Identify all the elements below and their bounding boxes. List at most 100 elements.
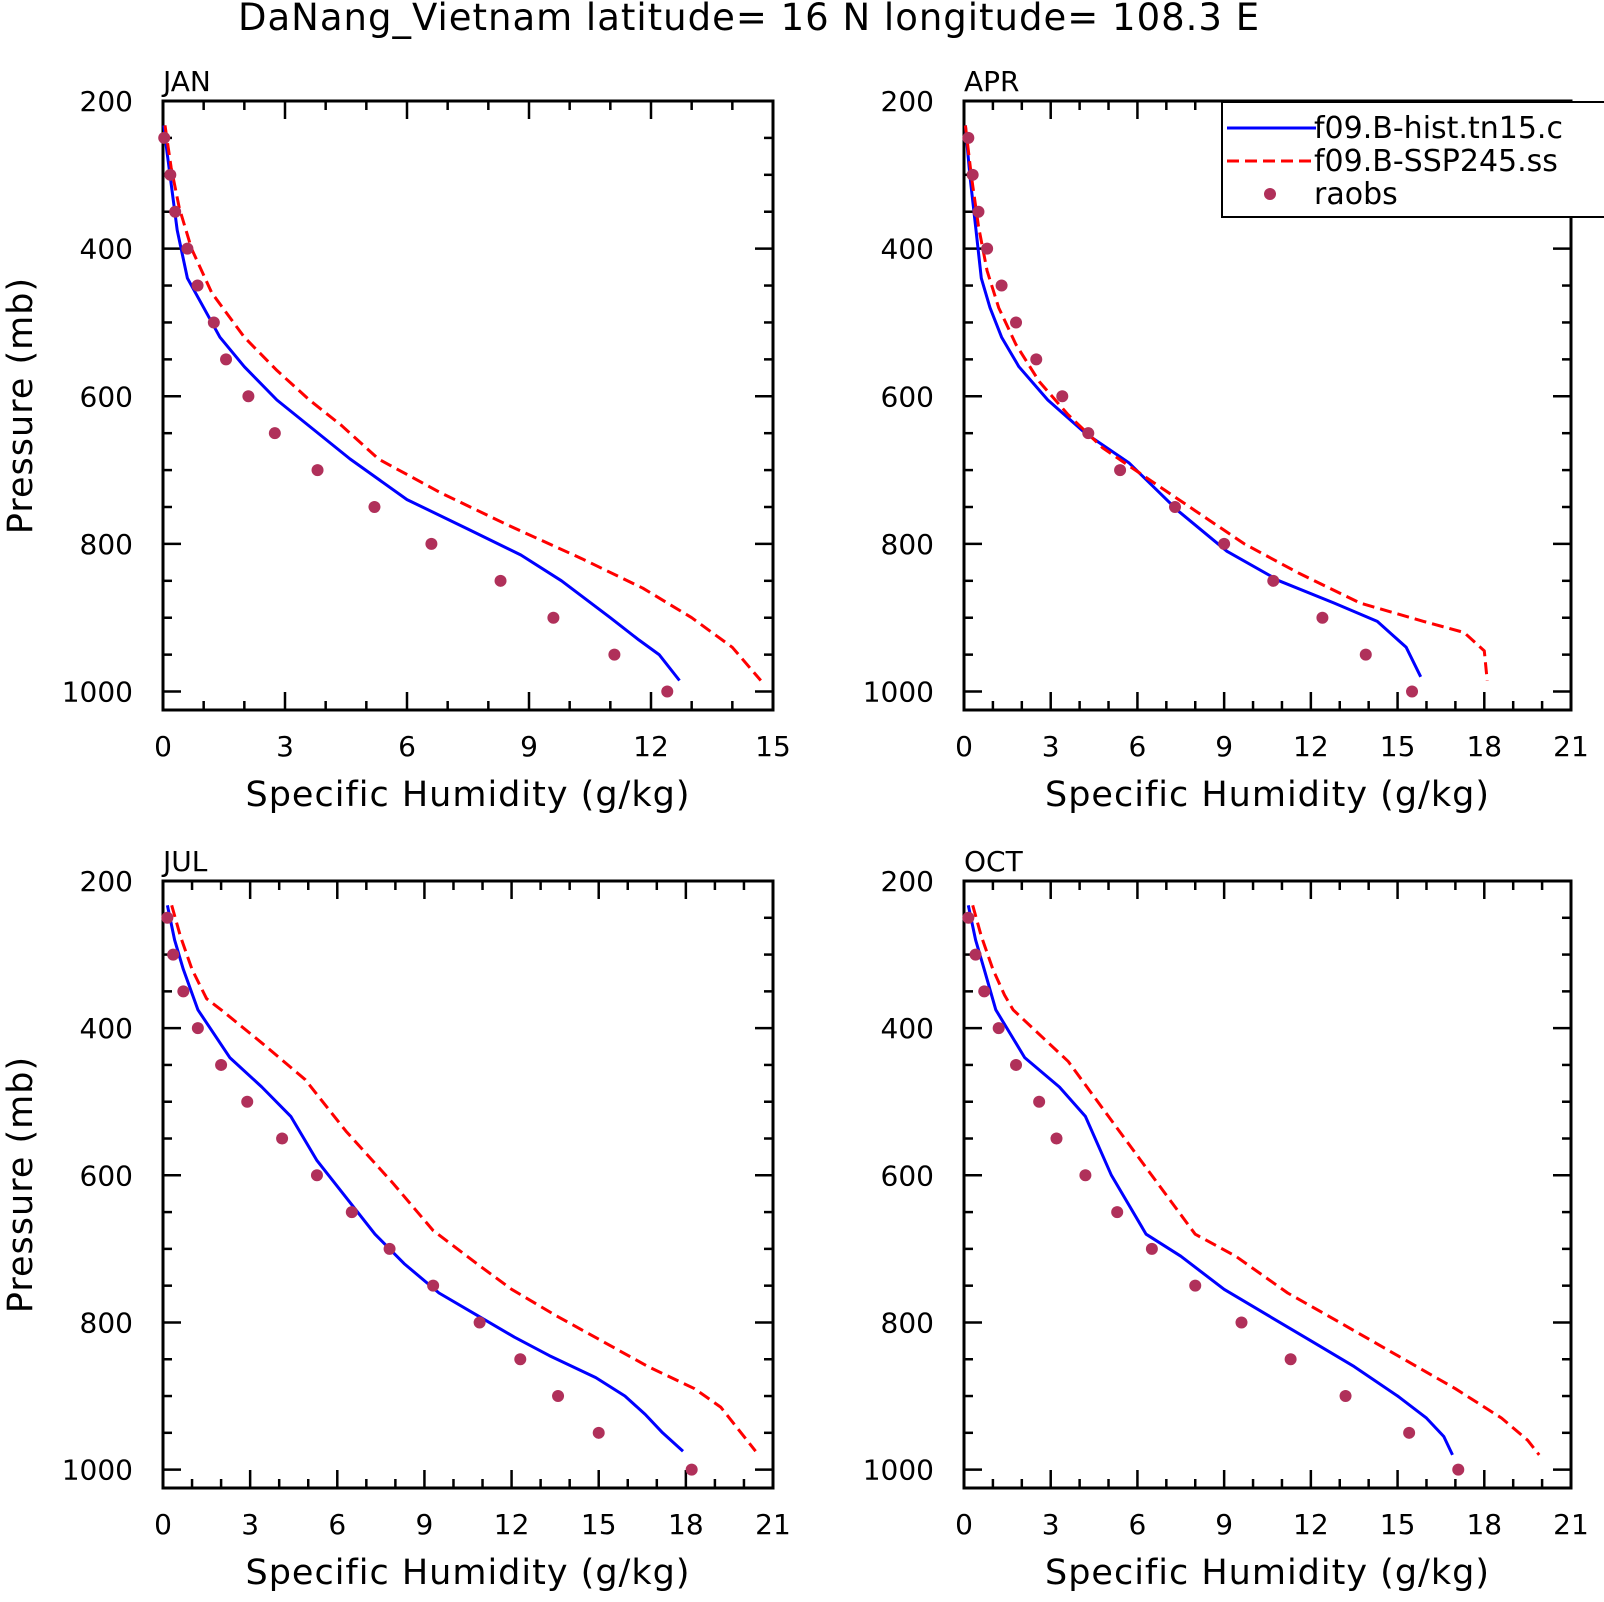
- panel-apr: APR 0 3 6 9 12 15 18 21 200 400 600 800 1000 Specific …: [863, 65, 1589, 815]
- data-point: [177, 985, 190, 998]
- x-tick-label: 0: [154, 1508, 172, 1541]
- x-tick-label: 3: [1042, 1508, 1060, 1541]
- x-tick-label: 9: [1215, 1508, 1233, 1541]
- y-tick-label: 200: [80, 865, 133, 898]
- data-point: [1316, 611, 1329, 624]
- data-point: [181, 242, 194, 255]
- data-point: [1056, 390, 1069, 403]
- data-point: [220, 353, 233, 366]
- x-tick-label: 21: [755, 1508, 791, 1541]
- y-tick-label: 800: [881, 528, 934, 561]
- data-point: [1218, 537, 1231, 550]
- x-tick-label: 0: [955, 730, 973, 763]
- data-point: [167, 948, 180, 961]
- panel-jan: JAN 0 3 6 9 12 15 200 400 600 800 1000 Specific Humi…: [1, 65, 791, 815]
- legend-label: raobs: [1314, 177, 1398, 212]
- x-tick-label: 9: [520, 730, 538, 763]
- data-point: [1339, 1390, 1352, 1403]
- data-point: [661, 685, 674, 698]
- y-axis-label: Pressure (mb): [1, 1056, 41, 1313]
- x-tick-label: 3: [276, 730, 294, 763]
- x-tick-label: 3: [1042, 730, 1060, 763]
- y-tick-label: 1000: [62, 1454, 133, 1487]
- y-tick-label: 400: [80, 1012, 133, 1045]
- data-point: [383, 1242, 396, 1255]
- series-line-hist: [966, 904, 1454, 1456]
- data-point: [1403, 1426, 1416, 1439]
- data-point: [514, 1353, 527, 1366]
- panel-label: JAN: [161, 65, 211, 98]
- x-tick-label: 12: [633, 730, 669, 763]
- plot-frame: [962, 879, 1573, 1490]
- x-tick-label: 15: [755, 730, 791, 763]
- series-raobs: [161, 911, 698, 1476]
- plot-frame: [161, 99, 775, 712]
- data-point: [1169, 501, 1182, 513]
- data-point: [995, 279, 1008, 292]
- data-point: [164, 168, 177, 181]
- data-point: [276, 1132, 289, 1145]
- data-point: [494, 574, 507, 587]
- data-point: [1082, 427, 1095, 440]
- series-line-ssp245: [963, 125, 1489, 681]
- y-tick-label: 400: [881, 1012, 934, 1045]
- data-point: [345, 1206, 358, 1219]
- x-tick-label: 15: [581, 1508, 617, 1541]
- data-point: [1010, 1058, 1023, 1071]
- data-point: [207, 316, 220, 329]
- data-point: [311, 464, 324, 477]
- data-point: [547, 611, 560, 624]
- y-tick-label: 200: [881, 865, 934, 898]
- data-point: [1010, 316, 1023, 329]
- data-point: [1145, 1242, 1158, 1255]
- x-axis-label: Specific Humidity (g/kg): [1045, 775, 1490, 815]
- y-tick-label: 800: [80, 528, 133, 561]
- x-tick-label: 6: [1129, 1508, 1147, 1541]
- legend-marker: [1264, 188, 1276, 200]
- data-point: [1235, 1316, 1248, 1329]
- x-axis-label: Specific Humidity (g/kg): [246, 775, 691, 815]
- plot-frame: [161, 879, 775, 1490]
- y-tick-label: 600: [881, 380, 934, 413]
- data-point: [552, 1390, 565, 1403]
- data-point: [592, 1426, 605, 1439]
- x-tick-label: 12: [494, 1508, 530, 1541]
- x-axis-label: Specific Humidity (g/kg): [246, 1553, 691, 1593]
- x-tick-label: 9: [416, 1508, 434, 1541]
- y-tick-label: 600: [881, 1159, 934, 1192]
- panel-label: JUL: [161, 845, 208, 878]
- data-point: [685, 1463, 698, 1476]
- y-tick-label: 400: [881, 233, 934, 266]
- data-point: [425, 537, 438, 550]
- x-tick-label: 15: [1380, 1508, 1416, 1541]
- data-point: [1284, 1353, 1297, 1366]
- y-tick-label: 400: [80, 233, 133, 266]
- x-tick-label: 18: [1466, 730, 1502, 763]
- data-point: [608, 648, 621, 661]
- data-point: [169, 205, 182, 218]
- y-axis-label: Pressure (mb): [1, 277, 41, 534]
- y-tick-label: 800: [881, 1306, 934, 1339]
- panel-label: OCT: [964, 845, 1024, 878]
- data-point: [981, 242, 994, 255]
- data-point: [1406, 685, 1419, 698]
- data-point: [1452, 1463, 1465, 1476]
- data-point: [978, 985, 991, 998]
- series-line-hist: [165, 904, 685, 1453]
- data-point: [972, 205, 985, 218]
- x-tick-label: 9: [1215, 730, 1233, 763]
- y-tick-label: 200: [881, 85, 934, 118]
- x-tick-label: 18: [1466, 1508, 1502, 1541]
- data-point: [1267, 574, 1280, 587]
- y-tick-label: 600: [80, 380, 133, 413]
- data-point: [992, 1022, 1005, 1035]
- data-point: [158, 131, 171, 144]
- x-tick-label: 18: [668, 1508, 704, 1541]
- figure-title: DaNang_Vietnam latitude= 16 N longitude=…: [238, 0, 1260, 39]
- panel-oct: OCT 0 3 6 9 12 15 18 21 200 400 600 800 1000 Specific …: [863, 845, 1589, 1593]
- data-point: [1079, 1169, 1092, 1182]
- x-tick-label: 21: [1553, 1508, 1589, 1541]
- data-point: [268, 427, 281, 440]
